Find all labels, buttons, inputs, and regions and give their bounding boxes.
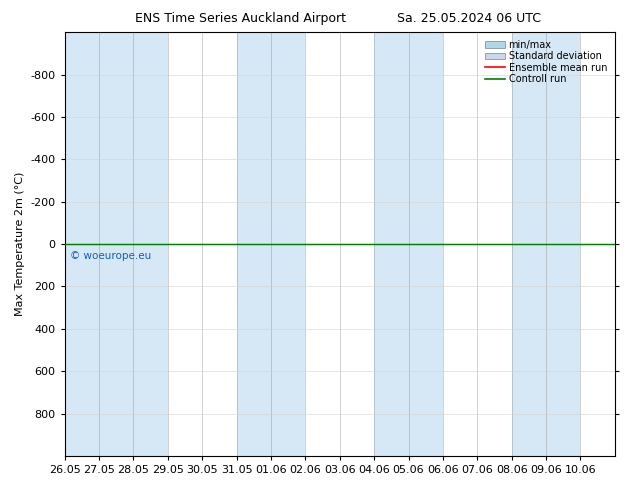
Text: © woeurope.eu: © woeurope.eu	[70, 251, 151, 262]
Text: Sa. 25.05.2024 06 UTC: Sa. 25.05.2024 06 UTC	[397, 12, 541, 25]
Bar	[408, 32, 443, 456]
Bar	[271, 32, 306, 456]
Y-axis label: Max Temperature 2m (°C): Max Temperature 2m (°C)	[15, 172, 25, 316]
Text: ENS Time Series Auckland Airport: ENS Time Series Auckland Airport	[136, 12, 346, 25]
Bar	[99, 32, 134, 456]
Legend: min/max, Standard deviation, Ensemble mean run, Controll run: min/max, Standard deviation, Ensemble me…	[482, 37, 610, 87]
Bar	[236, 32, 271, 456]
Bar	[546, 32, 581, 456]
Bar	[65, 32, 99, 456]
Bar	[512, 32, 546, 456]
Bar	[134, 32, 168, 456]
Bar	[374, 32, 408, 456]
